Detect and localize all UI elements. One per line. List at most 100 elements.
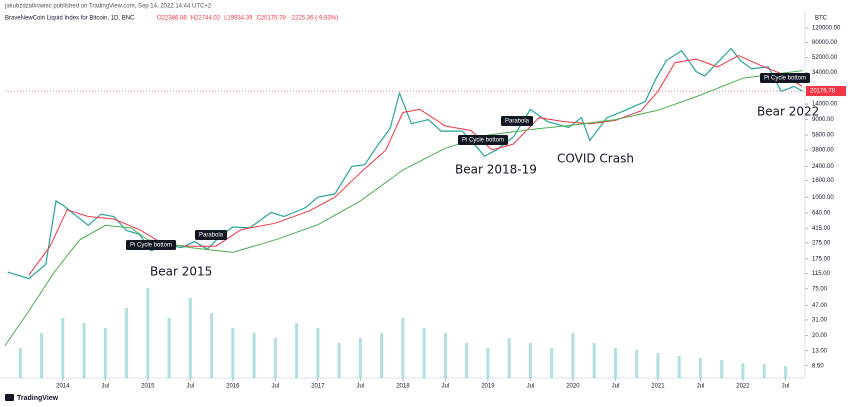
- x-tick-label: Jul: [527, 384, 535, 390]
- last-price-label: 20175.78: [810, 89, 836, 95]
- y-tick-label: 3800.00: [812, 148, 834, 154]
- x-tick-label: Jul: [272, 384, 280, 390]
- volume-bar: [550, 348, 554, 378]
- x-tick-label: 2018: [396, 384, 410, 390]
- ohlc-value: L19934.39: [224, 16, 253, 22]
- annotation-box: [195, 230, 228, 240]
- volume-bar: [358, 338, 362, 378]
- annotation-text: Bear 2015: [150, 265, 212, 279]
- x-tick-label: 2016: [226, 384, 240, 390]
- y-tick-label: 14000.00: [812, 102, 838, 108]
- x-tick-label: Jul: [697, 384, 705, 390]
- volume-bar: [698, 358, 702, 378]
- volume-bar: [146, 288, 150, 378]
- series-line: [7, 47, 803, 280]
- y-tick-label: 13.00: [812, 348, 828, 354]
- y-tick-label: 20.00: [812, 333, 828, 339]
- volume-bar: [82, 323, 86, 378]
- x-tick-label: 2022: [736, 384, 750, 390]
- annotation-callout: Pi Cycle bottom: [458, 135, 509, 145]
- volume-bar: [188, 298, 192, 378]
- volume-bar: [252, 333, 256, 378]
- publisher-line: jakubzdzalkowiec published on TradingVie…: [4, 4, 212, 10]
- annotation-text: Bear 2018-19: [455, 163, 537, 177]
- ohlc-value: C20175.78: [256, 16, 286, 22]
- volume-bar: [528, 343, 532, 378]
- y-tick-label: 5800.00: [812, 133, 834, 139]
- volume-bar: [486, 348, 490, 378]
- annotation-label: Parabola: [199, 233, 224, 239]
- volume-bar: [125, 308, 129, 378]
- volume-bar: [465, 343, 469, 378]
- volume-bar: [316, 328, 320, 378]
- volume-bar: [762, 364, 766, 378]
- volume-bar: [231, 328, 235, 378]
- x-tick-label: Jul: [101, 384, 109, 390]
- y-tick-label: 120000.00: [812, 26, 841, 32]
- annotation-box: [126, 240, 177, 250]
- x-tick-label: Jul: [442, 384, 450, 390]
- footer-logo: TradingView: [5, 394, 59, 402]
- y-tick-label: 115.00: [812, 271, 831, 277]
- volume-bar: [783, 366, 787, 378]
- logo-text: TradingView: [17, 395, 59, 402]
- y-tick-label: 75.00: [812, 286, 828, 292]
- volume-bar: [210, 313, 214, 378]
- ohlc-value: O22386.88: [157, 16, 187, 22]
- annotation-box: [501, 116, 534, 126]
- volume-bar: [380, 333, 384, 378]
- y-tick-label: 9000.00: [812, 117, 834, 123]
- y-tick-label: 1600.00: [812, 178, 834, 184]
- volume-bar: [167, 318, 171, 378]
- x-tick-label: Jul: [612, 384, 620, 390]
- volume-bar: [443, 333, 447, 378]
- series-line: [4, 70, 803, 346]
- x-tick-label: 2017: [311, 384, 325, 390]
- y-tick-label: 34000.00: [812, 70, 838, 76]
- volume-bar: [422, 328, 426, 378]
- y-tick-label: 1000.00: [812, 195, 834, 201]
- y-tick-label: 52000.00: [812, 55, 838, 61]
- annotation-callout: Parabola: [501, 116, 534, 126]
- x-tick-label: 2015: [141, 384, 155, 390]
- annotation-label: Pi Cycle bottom: [130, 243, 172, 249]
- annotation-callout: Pi Cycle bottom: [126, 240, 177, 250]
- volume-bar: [18, 348, 22, 378]
- annotation-box: [458, 135, 509, 145]
- annotation-callout: Pi Cycle bottom: [760, 73, 811, 83]
- y-tick-label: 47.00: [812, 303, 828, 309]
- annotation-text: COVID Crash: [557, 152, 634, 166]
- y-tick-label: 415.00: [812, 226, 831, 232]
- x-tick-label: Jul: [357, 384, 365, 390]
- y-tick-label: 8.50: [812, 363, 824, 369]
- volume-bar: [273, 338, 277, 378]
- ohlc-value: -2225.36 (-9.93%): [290, 16, 338, 22]
- y-tick-label: 275.00: [812, 240, 831, 246]
- last-price-box: [806, 86, 846, 97]
- y-tick-label: 31.00: [812, 318, 828, 324]
- x-tick-label: Jul: [782, 384, 790, 390]
- volume-bar: [656, 353, 660, 378]
- x-tick-label: Jul: [186, 384, 194, 390]
- annotation-text: Bear 2022: [757, 105, 819, 119]
- volume-bar: [401, 318, 405, 378]
- series-line: [28, 55, 803, 276]
- annotation-label: Parabola: [505, 119, 530, 125]
- symbol: BraveNewCoin Liquid Index for Bitcoin, 1…: [5, 16, 135, 22]
- volume-bar: [295, 323, 299, 378]
- y-tick-label: 175.00: [812, 256, 831, 262]
- annotation-callout: Parabola: [195, 230, 228, 240]
- volume-bar: [720, 360, 724, 378]
- volume-bar: [61, 318, 65, 378]
- ohlc-value: H22744.02: [191, 16, 221, 22]
- volume-bar: [103, 328, 107, 378]
- volume-bar: [635, 350, 639, 378]
- currency: BTC: [815, 16, 828, 22]
- x-tick-label: 2019: [481, 384, 495, 390]
- logo-icon: [5, 394, 14, 401]
- volume-bar: [677, 356, 681, 378]
- volume-bar: [40, 333, 44, 378]
- annotation-label: Pi Cycle bottom: [764, 76, 806, 82]
